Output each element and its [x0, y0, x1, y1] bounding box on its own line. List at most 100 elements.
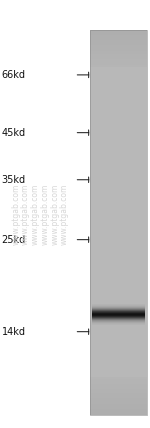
- Bar: [90, 123, 147, 125]
- Bar: [90, 289, 147, 291]
- Bar: [90, 68, 147, 70]
- Bar: [90, 45, 147, 47]
- Bar: [90, 83, 147, 85]
- Bar: [92, 308, 145, 309]
- Bar: [92, 316, 145, 317]
- Bar: [90, 401, 147, 402]
- Bar: [92, 304, 145, 305]
- Bar: [90, 404, 147, 406]
- Bar: [90, 37, 147, 39]
- Bar: [92, 317, 145, 318]
- Bar: [92, 320, 145, 321]
- Bar: [92, 306, 145, 307]
- Bar: [90, 333, 147, 334]
- Bar: [90, 77, 147, 79]
- Bar: [90, 160, 147, 162]
- Bar: [90, 63, 147, 65]
- Bar: [90, 235, 147, 237]
- Bar: [90, 340, 147, 342]
- Bar: [90, 30, 147, 415]
- Bar: [90, 317, 147, 319]
- Bar: [90, 379, 147, 380]
- Bar: [90, 320, 147, 321]
- Bar: [90, 59, 147, 61]
- Bar: [90, 186, 147, 188]
- Bar: [90, 403, 147, 405]
- Bar: [90, 60, 147, 62]
- Bar: [90, 294, 147, 296]
- Bar: [90, 388, 147, 389]
- Bar: [90, 304, 147, 306]
- Bar: [92, 307, 145, 308]
- Bar: [90, 383, 147, 384]
- Bar: [90, 101, 147, 103]
- Bar: [92, 311, 145, 312]
- Bar: [90, 62, 147, 63]
- Bar: [90, 103, 147, 104]
- Bar: [90, 125, 147, 126]
- Bar: [90, 118, 147, 120]
- Bar: [90, 203, 147, 205]
- Bar: [92, 304, 145, 305]
- Bar: [90, 335, 147, 337]
- Bar: [90, 326, 147, 328]
- Bar: [90, 295, 147, 297]
- Bar: [90, 234, 147, 235]
- Bar: [90, 308, 147, 310]
- Bar: [90, 104, 147, 106]
- Bar: [92, 317, 145, 318]
- Bar: [90, 309, 147, 311]
- Bar: [90, 390, 147, 392]
- Bar: [90, 360, 147, 361]
- Bar: [90, 221, 147, 223]
- Bar: [92, 313, 145, 314]
- Bar: [90, 394, 147, 396]
- Bar: [90, 331, 147, 333]
- Bar: [92, 324, 145, 325]
- Bar: [90, 248, 147, 250]
- Bar: [90, 208, 147, 210]
- Bar: [90, 299, 147, 301]
- Bar: [90, 81, 147, 83]
- Bar: [90, 175, 147, 176]
- Bar: [90, 198, 147, 199]
- Bar: [92, 305, 145, 306]
- Bar: [92, 319, 145, 320]
- Bar: [90, 90, 147, 92]
- Bar: [90, 199, 147, 201]
- Bar: [90, 46, 147, 48]
- Bar: [92, 313, 145, 314]
- Bar: [90, 232, 147, 234]
- Bar: [92, 310, 145, 311]
- Bar: [90, 127, 147, 129]
- Bar: [90, 253, 147, 255]
- Bar: [90, 146, 147, 148]
- Bar: [90, 31, 147, 33]
- Bar: [90, 369, 147, 370]
- Bar: [92, 309, 145, 310]
- Bar: [90, 306, 147, 307]
- Bar: [90, 327, 147, 329]
- Bar: [90, 345, 147, 347]
- Bar: [90, 389, 147, 391]
- Bar: [92, 309, 145, 310]
- Bar: [90, 50, 147, 52]
- Bar: [90, 410, 147, 411]
- Bar: [90, 338, 147, 339]
- Bar: [90, 352, 147, 354]
- Bar: [90, 181, 147, 183]
- Bar: [90, 238, 147, 239]
- Bar: [90, 58, 147, 59]
- Bar: [90, 140, 147, 142]
- Bar: [90, 257, 147, 259]
- Bar: [90, 329, 147, 330]
- Bar: [90, 370, 147, 372]
- Bar: [90, 276, 147, 278]
- Bar: [92, 316, 145, 317]
- Bar: [90, 285, 147, 287]
- Bar: [90, 143, 147, 144]
- Bar: [90, 408, 147, 410]
- Bar: [90, 132, 147, 134]
- Bar: [90, 250, 147, 252]
- Bar: [90, 154, 147, 156]
